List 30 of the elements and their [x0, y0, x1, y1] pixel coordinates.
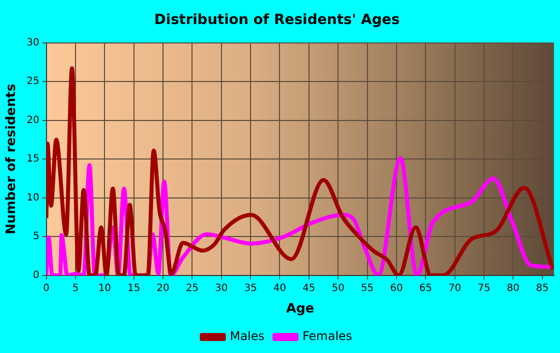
y-tick-label: 0 — [32, 270, 40, 281]
x-tick-label: 40 — [273, 282, 286, 294]
y-tick-label: 20 — [26, 114, 40, 126]
x-tick-label: 45 — [302, 282, 316, 294]
y-tick-label: 30 — [26, 37, 40, 48]
y-tick-label: 15 — [26, 154, 40, 165]
x-tick-label: 85 — [536, 282, 549, 294]
x-tick-label: 15 — [127, 282, 140, 294]
y-tick-label: 10 — [26, 192, 40, 204]
legend-label: Males — [230, 329, 265, 344]
x-tick-label: 25 — [186, 282, 199, 294]
chart-title: Distribution of Residents' Ages — [154, 12, 400, 28]
y-tick-label: 5 — [32, 231, 40, 242]
x-tick-label: 80 — [506, 282, 520, 294]
legend-label: Females — [302, 329, 352, 344]
x-tick-label: 30 — [215, 282, 228, 294]
x-tick-label: 0 — [43, 282, 50, 294]
x-tick-label: 55 — [360, 282, 374, 294]
x-tick-label: 20 — [156, 282, 170, 294]
x-tick-label: 35 — [244, 282, 257, 294]
x-tick-label: 10 — [98, 282, 112, 294]
x-tick-label: 5 — [72, 282, 79, 294]
x-tick-label: 50 — [332, 282, 344, 294]
y-tick-label: 25 — [26, 76, 40, 88]
x-tick-label: 70 — [448, 282, 462, 294]
x-tick-label: 65 — [419, 282, 432, 294]
x-axis-title: Age — [286, 302, 314, 317]
x-tick-label: 60 — [390, 282, 403, 294]
y-axis-title: Number of residents — [4, 84, 20, 234]
x-tick-label: 75 — [478, 282, 490, 294]
